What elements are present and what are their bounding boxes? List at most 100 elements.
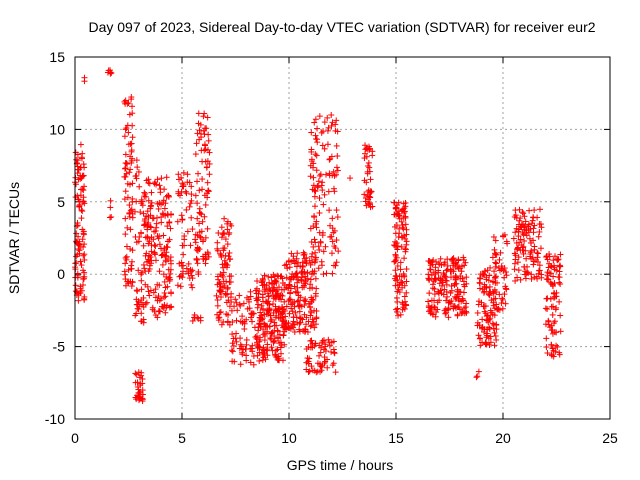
data-point (221, 215, 228, 222)
data-point (315, 265, 322, 272)
data-point (243, 352, 250, 359)
data-point (397, 279, 404, 286)
data-point (399, 234, 406, 241)
data-point (528, 239, 535, 246)
data-point (72, 282, 79, 289)
data-point (220, 269, 227, 276)
data-point (152, 243, 159, 250)
data-point (488, 309, 495, 316)
data-point (476, 285, 483, 292)
data-point (236, 292, 243, 299)
data-point (324, 127, 331, 134)
data-point (520, 231, 527, 238)
y-tick-label: -5 (53, 339, 66, 355)
data-point (257, 334, 264, 341)
data-point (243, 316, 250, 323)
data-point (122, 165, 129, 172)
data-point (333, 259, 340, 266)
data-point (333, 142, 340, 149)
data-point (229, 319, 236, 326)
data-point (334, 153, 341, 160)
data-point (526, 235, 533, 242)
data-point (320, 271, 327, 278)
data-point (139, 395, 146, 402)
data-point (143, 299, 150, 306)
data-point (311, 193, 318, 200)
data-point (474, 309, 481, 316)
data-point (492, 279, 499, 286)
data-point (438, 262, 445, 269)
data-point (320, 201, 327, 208)
data-point (521, 237, 528, 244)
data-point (279, 310, 286, 317)
data-point (217, 280, 224, 287)
data-point (391, 211, 398, 218)
data-point (482, 310, 489, 317)
data-point (517, 276, 524, 283)
data-point (550, 273, 557, 280)
data-point (453, 294, 460, 301)
data-point (239, 319, 246, 326)
data-point (254, 345, 261, 352)
data-point (317, 238, 324, 245)
data-point (228, 307, 235, 314)
data-point (443, 281, 450, 288)
data-point (277, 344, 284, 351)
data-point (301, 302, 308, 309)
data-point (148, 202, 155, 209)
y-axis-label: SDTVAR / TECUs (6, 182, 22, 294)
data-point (453, 280, 460, 287)
data-point (475, 368, 482, 375)
data-point (287, 289, 294, 296)
data-point (128, 140, 135, 147)
data-point (307, 261, 314, 268)
data-point (193, 255, 200, 262)
data-point (272, 352, 279, 359)
data-point (162, 293, 169, 300)
data-point (254, 352, 261, 359)
data-point (142, 234, 149, 241)
data-point (206, 160, 213, 167)
data-point (288, 276, 295, 283)
data-point (192, 236, 199, 243)
data-point (259, 278, 266, 285)
data-point (303, 277, 310, 284)
data-point (481, 288, 488, 295)
data-point (491, 246, 498, 253)
data-point (333, 237, 340, 244)
data-point (256, 357, 263, 364)
data-point (194, 178, 201, 185)
data-point (214, 281, 221, 288)
data-point (237, 302, 244, 309)
data-point (486, 324, 493, 331)
data-point (319, 187, 326, 194)
data-point (180, 262, 187, 269)
data-point (266, 307, 273, 314)
data-point (224, 262, 231, 269)
data-point (322, 343, 329, 350)
data-point (156, 268, 163, 275)
data-point (280, 332, 287, 339)
data-point (195, 120, 202, 127)
data-point (192, 231, 199, 238)
data-point (189, 317, 196, 324)
data-point (152, 294, 159, 301)
data-point (543, 344, 550, 351)
data-point (496, 291, 503, 298)
data-point (455, 257, 462, 264)
data-point (298, 269, 305, 276)
data-point (258, 302, 265, 309)
data-points (72, 67, 564, 405)
data-point (542, 305, 549, 312)
data-point (275, 314, 282, 321)
data-point (265, 292, 272, 299)
data-point (229, 340, 236, 347)
data-point (329, 215, 336, 222)
data-point (80, 252, 87, 259)
data-point (451, 303, 458, 310)
data-point (198, 147, 205, 154)
data-point (81, 78, 88, 85)
data-point (284, 265, 291, 272)
data-point (201, 142, 208, 149)
data-point (427, 307, 434, 314)
